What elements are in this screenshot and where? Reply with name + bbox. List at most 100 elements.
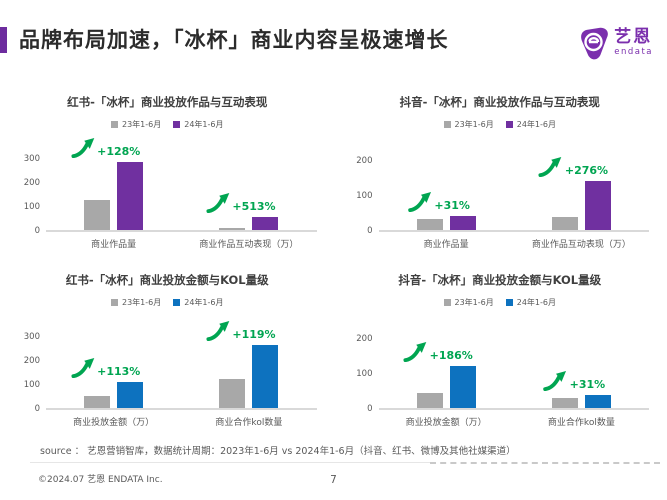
chart-xiaohongshu-works: 红书-「冰杯」商业投放作品与互动表现 23年1-6月 24年1-6月 0 100 20… [18,88,317,250]
legend-item: 24年1-6月 [505,119,556,130]
bar [416,219,443,230]
chart-legend: 23年1-6月 24年1-6月 [351,297,650,308]
legend-item: 24年1-6月 [173,297,224,308]
bar-group: +276% [514,136,649,230]
legend-swatch [505,299,513,306]
logo-brand-sub: endata [614,47,653,58]
chart-plot: 0 100 200 300 +113% +119% [18,314,317,413]
chart-xiaohongshu-spend: 红书-「冰杯」商业投放金额与KOL量级 23年1-6月 24年1-6月 0 100 2… [18,266,317,428]
bar-group: +513% [181,136,316,230]
category-label: 商业投放金额（万） [73,418,155,428]
footer-divider-dashed [430,462,660,464]
growth-arrow-icon [403,342,427,362]
endata-logo-icon [581,27,609,60]
chart-douyin-works: 抖音-「冰杯」商业投放作品与互动表现 23年1-6月 24年1-6月 0 100 20… [351,88,650,250]
category-label: 商业作品互动表现（万） [199,240,299,250]
bar [416,393,443,408]
growth-arrow-icon [206,321,230,342]
bar [84,200,111,230]
bar [84,396,111,408]
category-axis: 商业作品量 商业作品互动表现（万） [379,237,650,250]
charts-grid: 红书-「冰杯」商业投放作品与互动表现 23年1-6月 24年1-6月 0 100 20… [18,88,649,428]
chart-plot: 0 100 200 +31% +276% [351,136,649,235]
page-title: 品牌布局加速，「冰杯」商业内容呈极速增长 [19,28,449,52]
legend-swatch [173,299,181,306]
legend-label: 24年1-6月 [184,298,224,307]
header: 品牌布局加速，「冰杯」商业内容呈极速增长 艺恩 endata [0,24,667,72]
growth-label: +31% [569,377,606,391]
bar-group: +31% [379,136,514,230]
bars-area: +31% +276% [378,136,649,232]
chart-legend: 23年1-6月 24年1-6月 [18,297,317,308]
category-axis: 商业作品量 商业作品互动表现（万） [46,237,317,250]
bar-group: +113% [46,314,181,408]
bar-pair [219,216,279,230]
bar-pair [416,215,476,230]
legend-swatch [443,121,451,128]
legend-swatch [111,299,118,306]
legend-item: 24年1-6月 [505,297,556,308]
category-label: 商业合作kol数量 [547,418,615,428]
bar [449,215,476,230]
y-axis: 0 100 200 300 [18,136,46,234]
y-tick-label: 300 [23,331,40,342]
chart-title: 抖音-「冰杯」商业投放作品与互动表现 [399,95,600,109]
y-tick-label: 100 [23,201,40,212]
chart-plot: 0 100 200 +186% +31% [351,314,649,413]
y-axis: 0 100 200 300 [18,314,46,412]
legend-item: 24年1-6月 [173,119,224,130]
y-tick-label: 0 [367,403,373,414]
category-label: 商业作品量 [91,240,137,250]
page-number: 7 [330,474,337,486]
growth-label: +31% [434,198,470,212]
chart-legend: 23年1-6月 24年1-6月 [351,119,650,130]
bar-group: +119% [181,314,316,408]
category-axis: 商业投放金额（万） 商业合作kol数量 [379,415,650,428]
legend-item: 23年1-6月 [443,119,494,130]
growth-annotation: +119% [205,321,276,342]
source-note: source ： 艺恩营销智库，数据统计周期：2023年1-6月 vs 2024… [40,446,516,457]
growth-arrow-icon [543,371,567,392]
logo-brand-name: 艺恩 [614,27,653,48]
y-tick-label: 300 [23,153,40,164]
chart-title: 抖音-「冰杯」商业投放金额与KOL量级 [398,273,602,287]
bar-pair [416,366,476,408]
chart-plot: 0 100 200 300 +128% +513% [18,136,317,235]
growth-arrow-icon [538,157,562,178]
growth-arrow-icon [71,137,94,158]
bar-group: +186% [379,314,514,408]
growth-annotation: +113% [70,358,141,379]
y-tick-label: 100 [356,368,373,379]
y-tick-label: 0 [34,225,40,236]
bar-pair [551,395,611,408]
y-tick-label: 100 [356,190,373,201]
footer-divider [30,462,430,463]
category-axis: 商业投放金额（万） 商业合作kol数量 [46,415,317,428]
endata-logo-text: 艺恩 endata [614,29,653,57]
category-label: 商业作品量 [423,240,469,250]
growth-annotation: +31% [543,371,606,392]
growth-label: +119% [232,328,276,342]
bar [252,216,279,230]
growth-arrow-icon [206,192,230,213]
category-label: 商业合作kol数量 [215,418,283,428]
bar-group: +128% [46,136,181,230]
y-tick-label: 0 [34,403,40,414]
growth-label: +113% [97,365,141,379]
y-axis: 0 100 200 [351,314,379,412]
legend-label: 23年1-6月 [122,298,162,307]
legend-swatch [505,121,513,128]
bar-pair [84,161,144,230]
bar-group: +31% [514,314,649,408]
endata-logo: 艺恩 endata [579,26,653,60]
category-label: 商业投放金额（万） [405,418,487,428]
y-tick-label: 200 [23,177,40,188]
bar [117,382,144,408]
bar [219,227,246,230]
bar [117,161,144,230]
bar [219,379,246,408]
bar [551,217,578,230]
bars-area: +113% +119% [46,314,317,410]
legend-label: 23年1-6月 [454,298,494,307]
